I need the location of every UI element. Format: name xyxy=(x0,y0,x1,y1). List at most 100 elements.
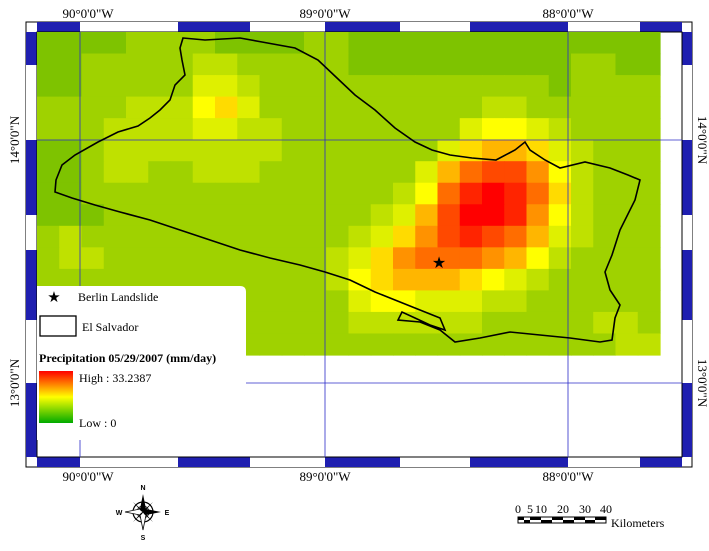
frame-segment xyxy=(26,215,37,250)
raster-cell xyxy=(548,118,572,141)
raster-cell xyxy=(393,247,416,270)
graticule-labels: 90°0'0"W 89°0'0"W 88°0'0"W 90°0'0"W 89°0… xyxy=(7,6,709,484)
raster-cell xyxy=(526,161,550,184)
raster-cell xyxy=(615,268,639,291)
raster-cell xyxy=(615,225,639,248)
raster-cell xyxy=(103,32,127,55)
raster-cell xyxy=(59,32,83,55)
raster-cell xyxy=(237,268,261,291)
raster-cell xyxy=(148,118,172,141)
raster-cell xyxy=(148,161,172,184)
raster-cell xyxy=(415,96,439,119)
precip-low-label: Low : 0 xyxy=(79,416,116,430)
raster-cell xyxy=(215,161,238,184)
precip-high-label: High : 33.2387 xyxy=(79,371,151,385)
raster-cell xyxy=(326,96,350,119)
raster-cell xyxy=(415,225,439,248)
raster-cell xyxy=(370,268,394,291)
raster-cell xyxy=(281,311,305,335)
raster-cell xyxy=(393,32,416,55)
raster-cell xyxy=(370,53,394,76)
raster-cell xyxy=(615,53,639,76)
raster-cell xyxy=(259,139,283,162)
raster-cell xyxy=(637,75,661,98)
raster-cell xyxy=(81,53,105,76)
raster-cell xyxy=(215,96,238,119)
raster-cell xyxy=(326,118,350,141)
raster-cell xyxy=(37,118,60,141)
compass-s: S xyxy=(141,535,146,542)
raster-cell xyxy=(348,247,372,270)
raster-cell xyxy=(571,204,594,227)
raster-cell xyxy=(504,118,528,141)
raster-cell xyxy=(37,75,60,98)
raster-cell xyxy=(615,139,639,162)
raster-cell xyxy=(192,268,216,291)
raster-cell xyxy=(437,53,461,76)
raster-cell xyxy=(170,139,194,162)
raster-cell xyxy=(170,75,194,98)
raster-cell xyxy=(526,290,550,313)
raster-cell xyxy=(415,268,439,291)
raster-cell xyxy=(459,290,483,313)
frame-segment xyxy=(470,22,568,32)
frame-segment xyxy=(250,457,325,467)
raster-cell xyxy=(637,290,661,313)
raster-cell xyxy=(637,247,661,270)
raster-cell xyxy=(192,75,216,98)
raster-cell xyxy=(393,161,416,184)
frame-segment xyxy=(400,457,470,467)
raster-cell xyxy=(415,204,439,227)
raster-cell xyxy=(526,204,550,227)
raster-cell xyxy=(192,225,216,248)
raster-cell xyxy=(393,96,416,119)
raster-cell xyxy=(259,75,283,98)
raster-cell xyxy=(393,290,416,313)
raster-cell xyxy=(437,225,461,248)
raster-cell xyxy=(437,32,461,55)
raster-cell xyxy=(437,118,461,141)
raster-cell xyxy=(259,311,283,335)
frame-segment xyxy=(470,457,568,467)
raster-cell xyxy=(459,333,483,356)
raster-cell xyxy=(126,75,149,98)
raster-cell xyxy=(126,139,149,162)
raster-cell xyxy=(370,204,394,227)
raster-cell xyxy=(126,32,149,55)
frame-segment xyxy=(80,22,178,32)
raster-cell xyxy=(170,225,194,248)
raster-cell xyxy=(504,268,528,291)
scale-tick-40: 40 xyxy=(600,502,612,516)
raster-cell xyxy=(215,118,238,141)
raster-cell xyxy=(437,268,461,291)
raster-cell xyxy=(59,118,83,141)
scale-tick-10: 10 xyxy=(535,502,547,516)
raster-cell xyxy=(459,32,483,55)
raster-cell xyxy=(482,32,505,55)
raster-cell xyxy=(348,139,372,162)
el-salvador-boundary xyxy=(54,37,641,343)
raster-cell xyxy=(526,139,550,162)
frame-segment xyxy=(640,22,682,32)
raster-cell xyxy=(259,268,283,291)
raster-cell xyxy=(304,225,327,248)
left-label-14n: 14°0'0"N xyxy=(7,115,22,164)
raster-cell xyxy=(170,268,194,291)
raster-cell xyxy=(459,182,483,205)
raster-cell xyxy=(348,225,372,248)
raster-cell xyxy=(304,247,327,270)
raster-cell xyxy=(126,225,149,248)
raster-cell xyxy=(459,268,483,291)
raster-cell xyxy=(348,32,372,55)
raster-cell xyxy=(393,225,416,248)
raster-cell xyxy=(281,225,305,248)
raster-cell xyxy=(348,204,372,227)
raster-cell xyxy=(526,268,550,291)
raster-cell xyxy=(148,32,172,55)
raster-cell xyxy=(593,161,617,184)
raster-cell xyxy=(459,96,483,119)
raster-cell xyxy=(571,75,594,98)
raster-cell xyxy=(593,204,617,227)
raster-cell xyxy=(459,225,483,248)
raster-cell xyxy=(370,96,394,119)
